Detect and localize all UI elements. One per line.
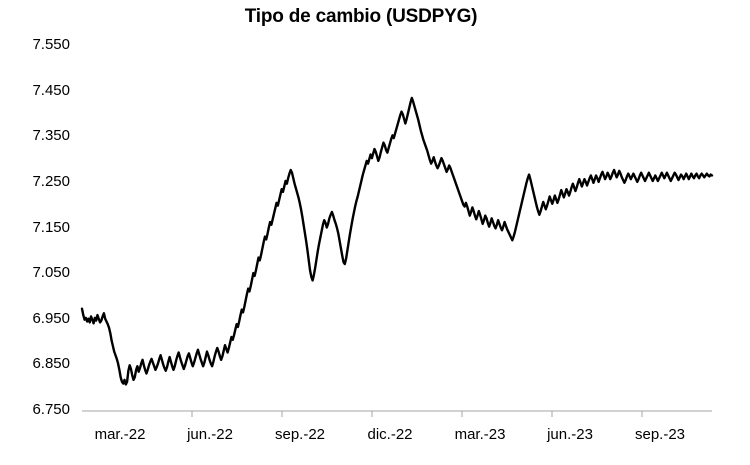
x-tick-label: sep.-22 — [274, 426, 326, 443]
y-tick-label: 7.050 — [32, 264, 70, 282]
y-tick-label: 6.850 — [32, 355, 70, 373]
y-tick-label: 7.250 — [32, 172, 70, 190]
y-tick-label: 7.450 — [32, 81, 70, 99]
y-tick-label: 6.950 — [32, 309, 70, 327]
x-axis-ticks — [191, 411, 643, 417]
x-tick-label: sep.-23 — [634, 426, 686, 443]
x-tick-label: mar.-22 — [94, 426, 146, 443]
x-tick-label: dic.-22 — [367, 426, 413, 443]
x-tick-label: jun.-22 — [187, 426, 233, 443]
chart-title: Tipo de cambio (USDPYG) — [244, 6, 478, 27]
x-tick-label: mar.-23 — [454, 426, 506, 443]
series-line-usdpyg — [80, 96, 714, 386]
x-tick-label: jun.-23 — [547, 426, 593, 443]
y-tick-label: 6.750 — [32, 401, 70, 418]
y-axis: 7.550 7.450 7.350 7.250 7.150 7.050 6.950 6.850… — [0, 0, 70, 465]
y-tick-label: 7.350 — [32, 127, 70, 145]
y-tick-label: 7.150 — [32, 218, 70, 236]
y-tick-label: 7.550 — [32, 36, 70, 53]
